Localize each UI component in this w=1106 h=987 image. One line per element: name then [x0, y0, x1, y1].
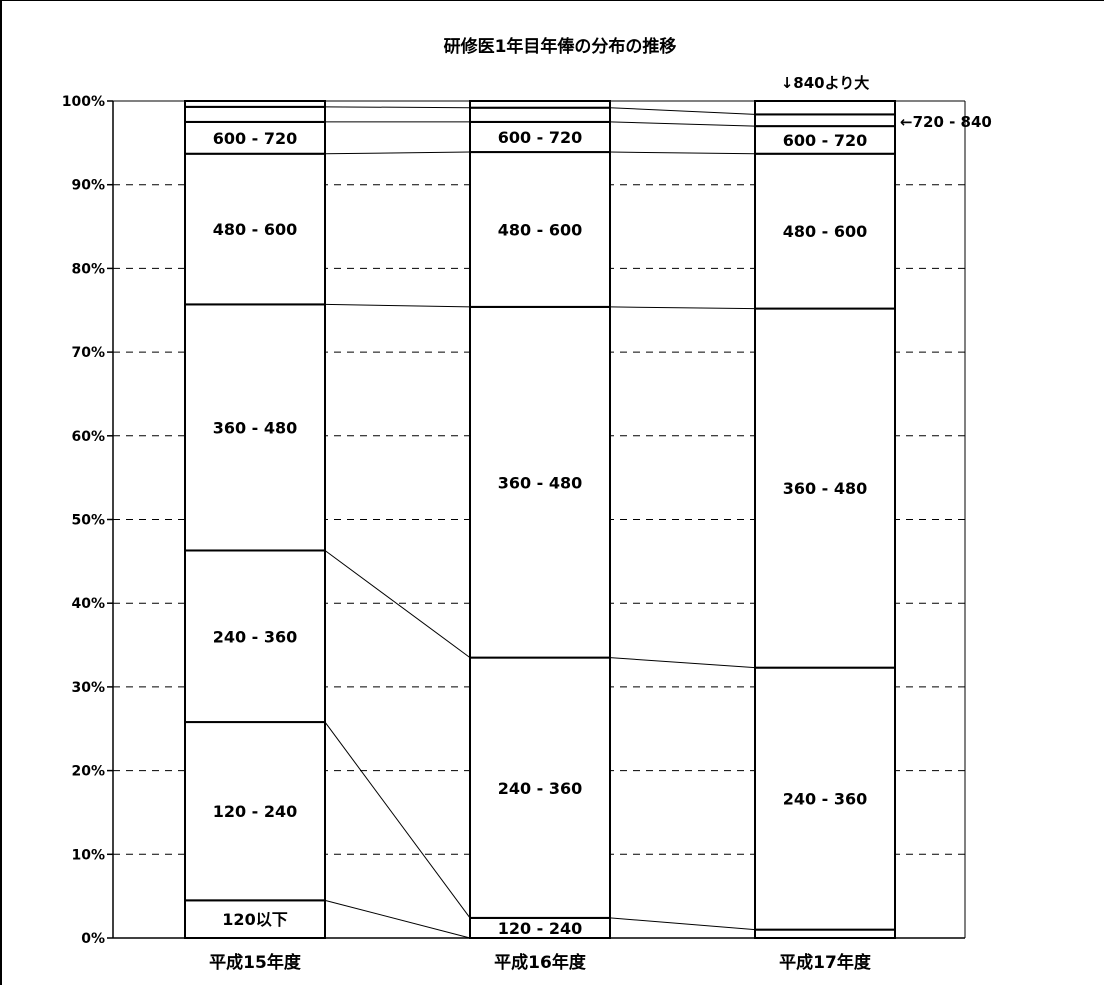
segment-label: 240 - 360 — [498, 779, 583, 798]
connector-line — [324, 721, 471, 919]
y-tick-label: 50% — [71, 513, 105, 529]
axes: 0% 10% 20% 30% 40% 50% 60% 70% 80% 90% 100% 平成15年度 平… — [62, 94, 966, 973]
connector-line — [609, 151, 756, 155]
bar-segment — [469, 100, 611, 109]
y-tick-label: 10% — [71, 847, 105, 863]
y-tick-label: 70% — [71, 345, 105, 361]
bar-segment — [754, 113, 896, 128]
segment-label: 120 - 240 — [213, 802, 298, 821]
connector-line — [324, 550, 471, 659]
bar-segment — [754, 307, 896, 669]
bar-segment — [184, 152, 326, 306]
y-tick-label: 30% — [71, 680, 105, 696]
segment-label: 600 - 720 — [498, 128, 583, 147]
bar-segment — [754, 928, 896, 940]
segment-label: 480 - 600 — [783, 222, 868, 241]
y-tick-label: 40% — [71, 596, 105, 612]
bar-segment — [754, 100, 896, 116]
connector-line — [609, 306, 756, 310]
chart-title: 研修医1年目年俸の分布の推移 — [444, 36, 677, 57]
y-tick-label: 80% — [71, 261, 105, 277]
connector-line — [609, 917, 756, 931]
segment-label: 360 - 480 — [498, 473, 583, 492]
bars — [184, 100, 896, 940]
category-label: 平成15年度 — [209, 952, 302, 973]
segment-label: 240 - 360 — [783, 790, 868, 809]
segment-label: 120 - 240 — [498, 919, 583, 938]
connector-line — [609, 121, 756, 127]
segment-label: 600 - 720 — [213, 129, 298, 148]
bar-segment — [754, 666, 896, 931]
bar-segment — [469, 656, 611, 919]
annotations: ↓840より大 ←720 - 840 — [781, 74, 992, 131]
segment-label: 360 - 480 — [213, 418, 298, 437]
bar-segment — [184, 120, 326, 155]
category-label: 平成17年度 — [779, 952, 872, 973]
connector-line — [324, 106, 471, 109]
annotation-over-840: ↓840より大 — [781, 74, 870, 92]
annotation-720-840: ←720 - 840 — [900, 113, 992, 131]
bar-segment — [184, 303, 326, 552]
y-tick-label: 20% — [71, 764, 105, 780]
segment-label: 120以下 — [222, 910, 287, 929]
category-label: 平成16年度 — [494, 952, 587, 973]
y-tick-label: 60% — [71, 429, 105, 445]
connector-line — [324, 899, 471, 939]
connector-line — [609, 107, 756, 115]
segment-label: 480 - 600 — [498, 220, 583, 239]
y-tick-label: 90% — [71, 178, 105, 194]
bar-segment — [184, 549, 326, 724]
y-tick-label: 100% — [62, 94, 105, 110]
segment-label: 240 - 360 — [213, 627, 298, 646]
connector-lines — [324, 106, 756, 939]
segment-labels: 120以下 120 - 240 240 - 360 360 - 480 480 - 60… — [213, 128, 868, 938]
connector-line — [609, 657, 756, 669]
segment-label: 480 - 600 — [213, 220, 298, 239]
bar-segment — [469, 120, 611, 154]
bar-segment — [184, 105, 326, 123]
connector-line — [324, 151, 471, 155]
y-tick-label: 0% — [81, 931, 105, 947]
bar-segment — [469, 106, 611, 123]
bar-segment — [469, 305, 611, 659]
bar-segment — [469, 151, 611, 308]
bar-segment — [754, 152, 896, 310]
bar-segment — [184, 899, 326, 940]
connector-line — [324, 303, 471, 308]
segment-label: 600 - 720 — [783, 131, 868, 150]
segment-label: 360 - 480 — [783, 479, 868, 498]
bar-segment — [184, 100, 326, 108]
